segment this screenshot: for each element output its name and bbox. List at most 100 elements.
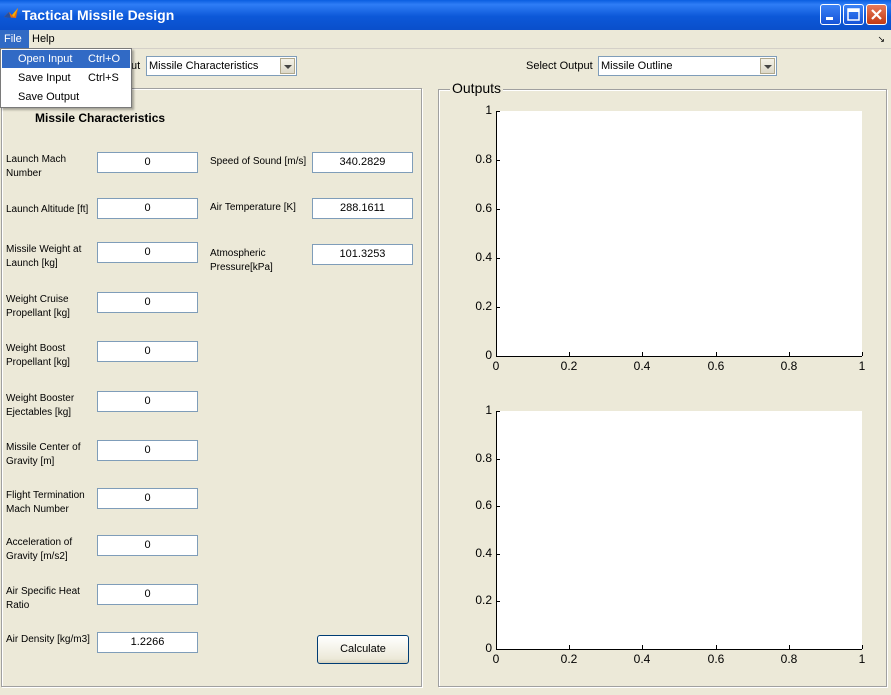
y-tick-label: 1 — [485, 103, 492, 117]
chevron-down-icon[interactable] — [760, 58, 775, 74]
output-plot-bottom[interactable] — [496, 411, 862, 649]
field-input[interactable]: 0 — [97, 440, 198, 461]
close-button[interactable] — [866, 4, 887, 25]
x-axis-line — [496, 649, 862, 650]
matlab-logo-icon — [4, 8, 18, 18]
menu-item-save-input[interactable]: Save Input Ctrl+S — [18, 72, 119, 84]
x-tick-label: 0 — [492, 652, 500, 666]
y-axis-line — [496, 411, 497, 649]
minimize-icon — [826, 17, 833, 20]
field-input[interactable]: 0 — [97, 535, 198, 556]
y-tick — [496, 601, 500, 602]
chevron-down-icon[interactable] — [280, 58, 295, 74]
y-tick-label: 0.4 — [475, 250, 492, 264]
y-tick-label: 0.2 — [475, 299, 492, 313]
x-tick-label: 0.6 — [707, 652, 725, 666]
x-tick — [642, 352, 643, 356]
atmosphere-value: 340.2829 — [312, 152, 413, 173]
select-output-dropdown[interactable]: Missile Outline — [598, 56, 777, 76]
y-tick — [496, 307, 500, 308]
menu-item-save-output[interactable]: Save Output — [18, 91, 80, 103]
select-input-value: Missile Characteristics — [149, 60, 259, 72]
field-input[interactable]: 0 — [97, 152, 198, 173]
field-input[interactable]: 0 — [97, 292, 198, 313]
maximize-button[interactable] — [843, 4, 864, 25]
x-tick-label: 1 — [858, 359, 866, 373]
y-tick — [496, 459, 500, 460]
x-tick-label: 0 — [492, 359, 500, 373]
maximize-icon — [847, 8, 860, 21]
dock-arrow-icon[interactable]: ↘ — [877, 34, 885, 44]
field-label: Acceleration of Gravity [m/s2] — [6, 537, 73, 562]
menu-file[interactable]: File — [0, 30, 29, 48]
x-tick — [789, 352, 790, 356]
calculate-button[interactable]: Calculate — [317, 635, 409, 664]
atmosphere-label: Atmospheric Pressure[kPa] — [210, 248, 273, 273]
x-axis-line — [496, 356, 862, 357]
field-label: Weight Booster Ejectables [kg] — [6, 393, 75, 418]
field-label: Launch Altitude [ft] — [6, 204, 89, 215]
x-tick-label: 0.8 — [780, 652, 798, 666]
title-bar[interactable]: Tactical Missile Design — [0, 0, 891, 30]
select-output-label: Select Output — [526, 60, 593, 72]
output-plot-top[interactable] — [496, 111, 862, 356]
x-tick — [716, 645, 717, 649]
x-tick-label: 0.6 — [707, 359, 725, 373]
atmosphere-label: Speed of Sound [m/s] — [210, 156, 307, 167]
atmosphere-value: 101.3253 — [312, 244, 413, 265]
y-tick-label: 0.8 — [475, 152, 492, 166]
menu-bar: File Help — [0, 30, 891, 49]
x-tick — [569, 645, 570, 649]
select-input-label: ut — [131, 60, 141, 72]
y-tick — [496, 506, 500, 507]
x-tick-label: 1 — [858, 652, 866, 666]
x-tick-label: 0.2 — [560, 652, 578, 666]
x-tick — [496, 645, 497, 649]
y-tick-label: 0.6 — [475, 201, 492, 215]
x-tick-label: 0.8 — [780, 359, 798, 373]
characteristics-panel — [1, 88, 422, 687]
y-tick-label: 0.6 — [475, 498, 492, 512]
field-label: Launch Mach Number — [6, 154, 67, 179]
field-input[interactable]: 0 — [97, 242, 198, 263]
characteristics-title: Missile Characteristics — [35, 111, 166, 125]
outputs-title: Outputs — [450, 80, 504, 96]
select-output-value: Missile Outline — [601, 60, 673, 72]
y-tick-label: 0.4 — [475, 546, 492, 560]
y-tick — [496, 258, 500, 259]
field-input[interactable]: 0 — [97, 584, 198, 605]
field-input[interactable]: 0 — [97, 198, 198, 219]
y-tick — [496, 649, 500, 650]
x-tick-label: 0.4 — [633, 359, 651, 373]
y-tick-label: 0.2 — [475, 593, 492, 607]
field-input[interactable]: 0 — [97, 391, 198, 412]
x-tick — [569, 352, 570, 356]
y-tick-label: 0.8 — [475, 451, 492, 465]
y-tick — [496, 111, 500, 112]
y-axis-line — [496, 111, 497, 356]
y-tick-label: 0 — [485, 348, 492, 362]
y-tick-label: 0 — [485, 641, 492, 655]
x-tick — [789, 645, 790, 649]
x-tick — [716, 352, 717, 356]
select-input-dropdown[interactable]: Missile Characteristics — [146, 56, 297, 76]
field-input[interactable]: 0 — [97, 488, 198, 509]
field-label: Flight Termination Mach Number — [6, 490, 85, 515]
minimize-button[interactable] — [820, 4, 841, 25]
menu-item-open-input[interactable]: Open Input Ctrl+O — [2, 50, 130, 68]
y-tick — [496, 209, 500, 210]
y-tick-label: 1 — [485, 403, 492, 417]
menu-help[interactable]: Help — [32, 33, 55, 45]
field-label: Weight Cruise Propellant [kg] — [6, 294, 70, 319]
field-label: Air Density [kg/m3] — [6, 634, 90, 645]
field-input[interactable]: 0 — [97, 341, 198, 362]
close-icon — [871, 9, 882, 20]
field-input[interactable]: 1.2266 — [97, 632, 198, 653]
atmosphere-value: 288.1611 — [312, 198, 413, 219]
field-label: Air Specific Heat Ratio — [6, 586, 80, 611]
x-tick — [496, 352, 497, 356]
x-tick — [642, 645, 643, 649]
x-tick — [862, 645, 863, 649]
y-tick — [496, 554, 500, 555]
